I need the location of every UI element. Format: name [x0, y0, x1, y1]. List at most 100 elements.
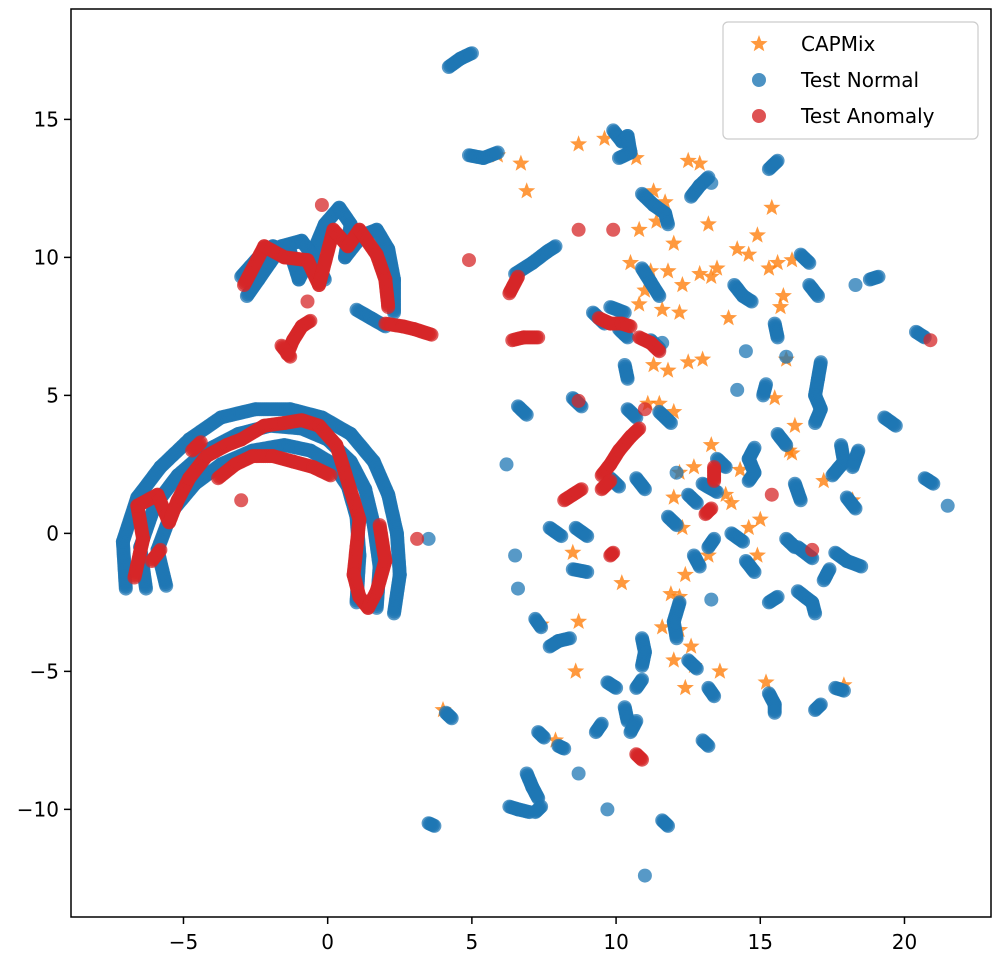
capmix-point — [731, 460, 749, 478]
capmix-point — [740, 245, 758, 262]
test-normal-point — [770, 153, 785, 168]
test-anomaly-point — [704, 501, 719, 516]
capmix-point — [567, 662, 585, 679]
y-tick-label: 10 — [34, 245, 59, 269]
test-normal-point — [811, 289, 825, 303]
capmix-point — [699, 546, 717, 563]
capmix-point — [636, 281, 654, 298]
legend-entry: Test Normal — [752, 68, 919, 92]
test-anomaly-point — [603, 473, 618, 488]
capmix-point — [771, 298, 789, 315]
test-normal-point — [594, 716, 609, 731]
capmix-point — [748, 226, 766, 243]
test-normal-point — [637, 868, 652, 883]
test-normal-point — [707, 689, 722, 704]
test-anomaly-point — [632, 421, 647, 436]
x-axis: −5 0 5 10 15 20 — [169, 917, 917, 954]
test-anomaly-point — [323, 468, 338, 483]
test-normal-point — [663, 416, 678, 430]
test-normal-point — [537, 730, 551, 745]
capmix-point — [760, 259, 778, 276]
capmix-point — [783, 444, 801, 461]
test-normal-point — [444, 711, 459, 726]
test-normal-point — [747, 565, 762, 579]
test-anomaly-point — [193, 435, 208, 450]
test-anomaly-point — [707, 473, 722, 488]
test-normal-point — [554, 529, 569, 544]
capmix-point — [613, 574, 631, 591]
test-anomaly-point — [372, 518, 387, 533]
capmix-point — [774, 287, 792, 304]
test-normal-point — [704, 592, 719, 607]
test-normal-point — [747, 440, 762, 455]
test-normal-point — [689, 496, 704, 510]
test-anomaly-point — [531, 330, 546, 345]
test-normal-point — [854, 559, 869, 574]
test-normal-point — [661, 818, 675, 833]
test-anomaly-point — [424, 327, 439, 342]
capmix-point — [665, 651, 683, 668]
test-normal-point — [793, 493, 808, 508]
capmix-point — [512, 154, 530, 171]
test-normal-point — [600, 802, 615, 817]
test-normal-point — [669, 518, 684, 533]
test-anomaly-point — [606, 222, 621, 237]
test-normal-point — [511, 581, 525, 596]
capmix-point — [676, 678, 694, 696]
capmix-point — [653, 618, 671, 635]
capmix-point — [662, 585, 680, 602]
capmix-point — [645, 356, 663, 373]
test-normal-point — [542, 639, 557, 654]
test-anomaly-point — [574, 482, 589, 497]
capmix-point — [699, 215, 717, 232]
capmix-point — [763, 198, 781, 215]
test-normal-point — [759, 377, 773, 392]
capmix-point — [653, 300, 671, 318]
test-normal-point — [635, 658, 649, 673]
test-normal-point — [822, 562, 837, 577]
legend-label: Test Anomaly — [800, 104, 935, 128]
capmix-point — [570, 612, 588, 629]
capmix-point — [740, 518, 758, 536]
test-normal-point — [926, 476, 941, 491]
test-normal-point — [738, 344, 753, 359]
capmix-point — [673, 276, 691, 293]
test-anomaly-point — [571, 222, 586, 237]
test-normal-point — [557, 741, 572, 756]
test-anomaly-point — [623, 319, 638, 334]
test-normal-point — [580, 529, 595, 544]
capmix-point — [717, 485, 735, 502]
test-anomaly-point — [144, 554, 159, 568]
capmix-point — [665, 402, 683, 420]
test-normal-point — [871, 269, 886, 284]
capmix-point — [728, 240, 746, 257]
capmix-point — [691, 154, 709, 171]
test-normal-point — [571, 766, 586, 781]
capmix-point — [659, 361, 677, 378]
test-anomaly-point — [635, 752, 649, 767]
test-anomaly-point — [283, 349, 298, 364]
test-normal-point — [612, 151, 626, 165]
capmix-point — [711, 662, 729, 679]
test-normal-point — [620, 371, 635, 386]
test-normal-point — [704, 175, 719, 190]
capmix-point — [630, 220, 648, 238]
test-normal-point — [387, 606, 401, 621]
capmix-point — [647, 212, 665, 229]
y-tick-label: 5 — [46, 383, 59, 407]
capmix-point — [630, 295, 648, 312]
capmix-point — [665, 488, 683, 505]
test-normal-point — [528, 805, 543, 820]
x-tick-label: 0 — [321, 930, 334, 954]
capmix-point — [685, 458, 703, 475]
series-test-anomaly — [127, 198, 938, 767]
legend-entry: CAPMix — [750, 32, 876, 56]
capmix-point — [621, 253, 640, 271]
test-normal-point — [629, 410, 644, 425]
test-normal-point — [813, 697, 828, 712]
capmix-point — [815, 471, 833, 489]
test-normal-point — [580, 565, 595, 579]
capmix-point — [570, 135, 588, 152]
capmix-point — [691, 264, 709, 282]
